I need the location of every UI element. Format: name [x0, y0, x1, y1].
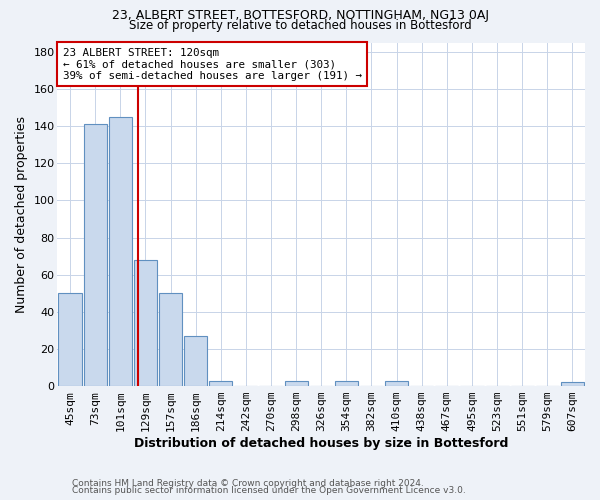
Bar: [335, 380, 358, 386]
Y-axis label: Number of detached properties: Number of detached properties: [15, 116, 28, 313]
Text: 23 ALBERT STREET: 120sqm
← 61% of detached houses are smaller (303)
39% of semi-: 23 ALBERT STREET: 120sqm ← 61% of detach…: [63, 48, 362, 81]
Bar: [385, 380, 408, 386]
Bar: [109, 117, 132, 386]
Text: 23, ALBERT STREET, BOTTESFORD, NOTTINGHAM, NG13 0AJ: 23, ALBERT STREET, BOTTESFORD, NOTTINGHA…: [112, 9, 488, 22]
Bar: [134, 260, 157, 386]
Bar: [561, 382, 584, 386]
X-axis label: Distribution of detached houses by size in Bottesford: Distribution of detached houses by size …: [134, 437, 508, 450]
Bar: [284, 380, 308, 386]
Bar: [184, 336, 207, 386]
Text: Contains HM Land Registry data © Crown copyright and database right 2024.: Contains HM Land Registry data © Crown c…: [72, 478, 424, 488]
Bar: [159, 293, 182, 386]
Bar: [83, 124, 107, 386]
Bar: [209, 380, 232, 386]
Bar: [58, 293, 82, 386]
Text: Contains public sector information licensed under the Open Government Licence v3: Contains public sector information licen…: [72, 486, 466, 495]
Text: Size of property relative to detached houses in Bottesford: Size of property relative to detached ho…: [128, 19, 472, 32]
